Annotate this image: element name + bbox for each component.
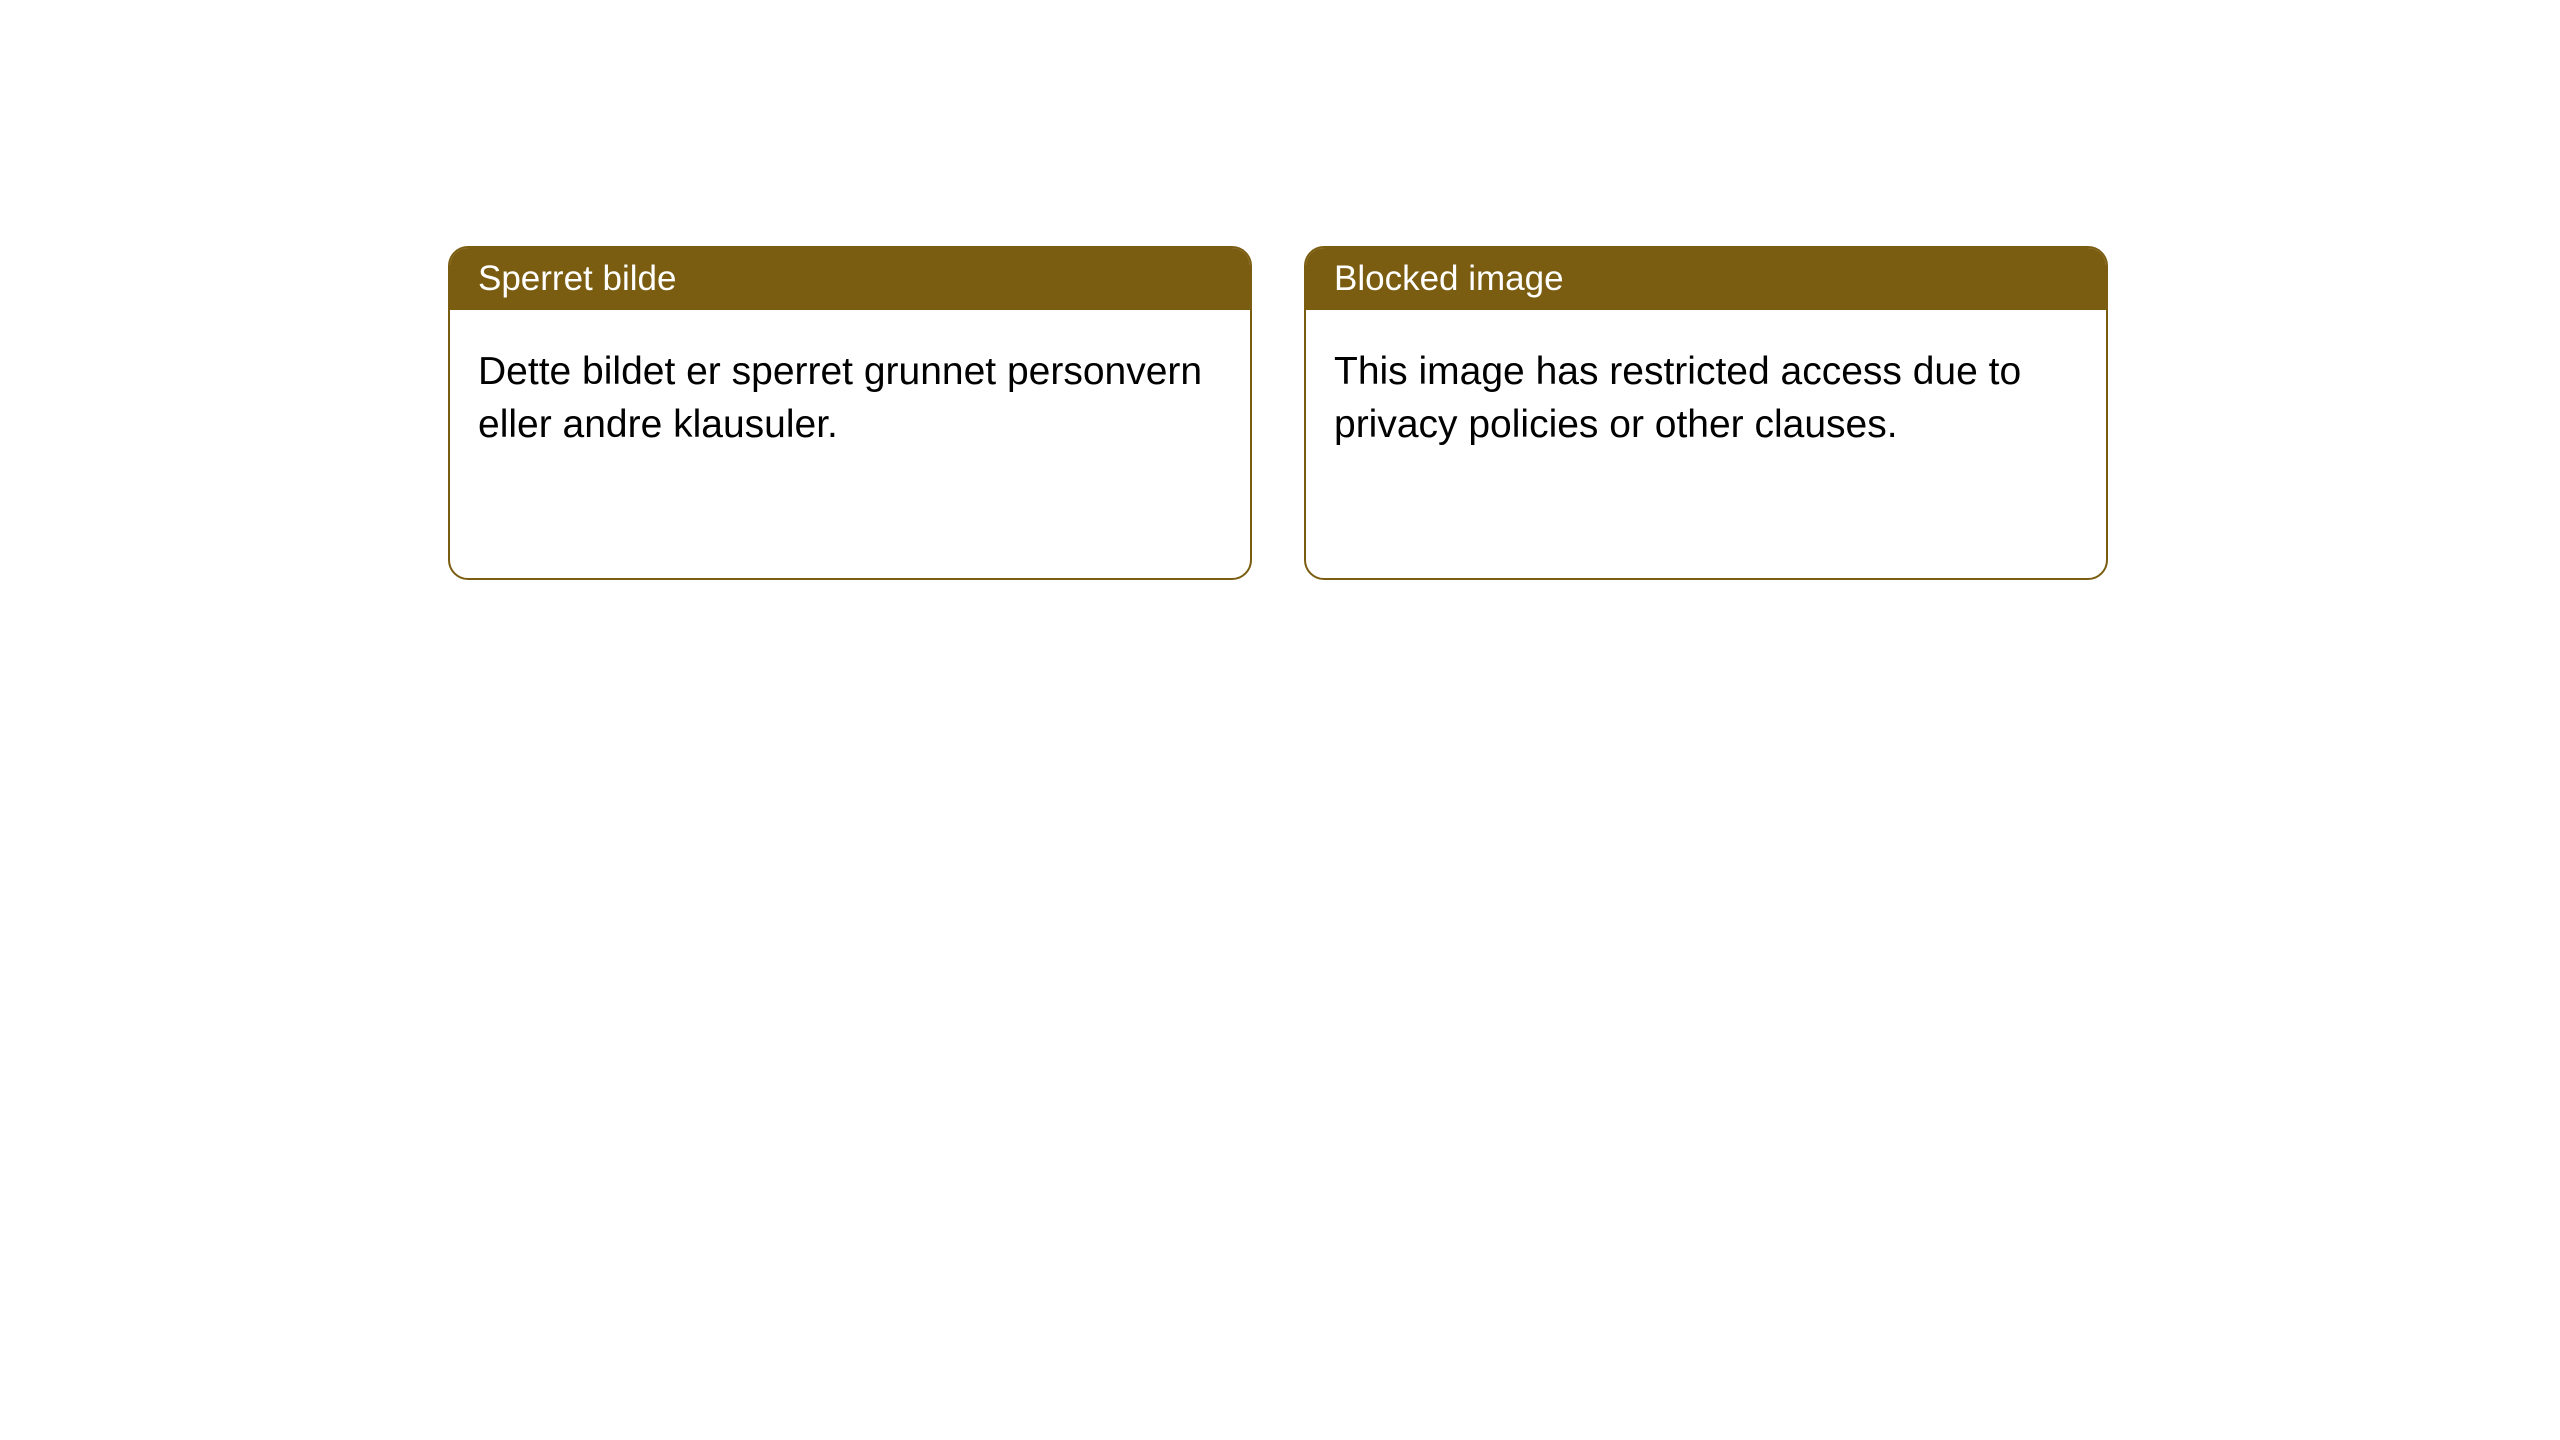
- notice-body-norwegian: Dette bildet er sperret grunnet personve…: [450, 310, 1250, 487]
- notice-message-english: This image has restricted access due to …: [1334, 350, 2021, 446]
- notice-title-norwegian: Sperret bilde: [478, 259, 676, 299]
- notice-message-norwegian: Dette bildet er sperret grunnet personve…: [478, 350, 1202, 446]
- notice-body-english: This image has restricted access due to …: [1306, 310, 2106, 487]
- notice-card-english: Blocked image This image has restricted …: [1304, 246, 2108, 580]
- notice-card-norwegian: Sperret bilde Dette bildet er sperret gr…: [448, 246, 1252, 580]
- notice-header-norwegian: Sperret bilde: [450, 248, 1250, 310]
- notice-header-english: Blocked image: [1306, 248, 2106, 310]
- notice-title-english: Blocked image: [1334, 259, 1564, 299]
- notice-container: Sperret bilde Dette bildet er sperret gr…: [448, 246, 2108, 580]
